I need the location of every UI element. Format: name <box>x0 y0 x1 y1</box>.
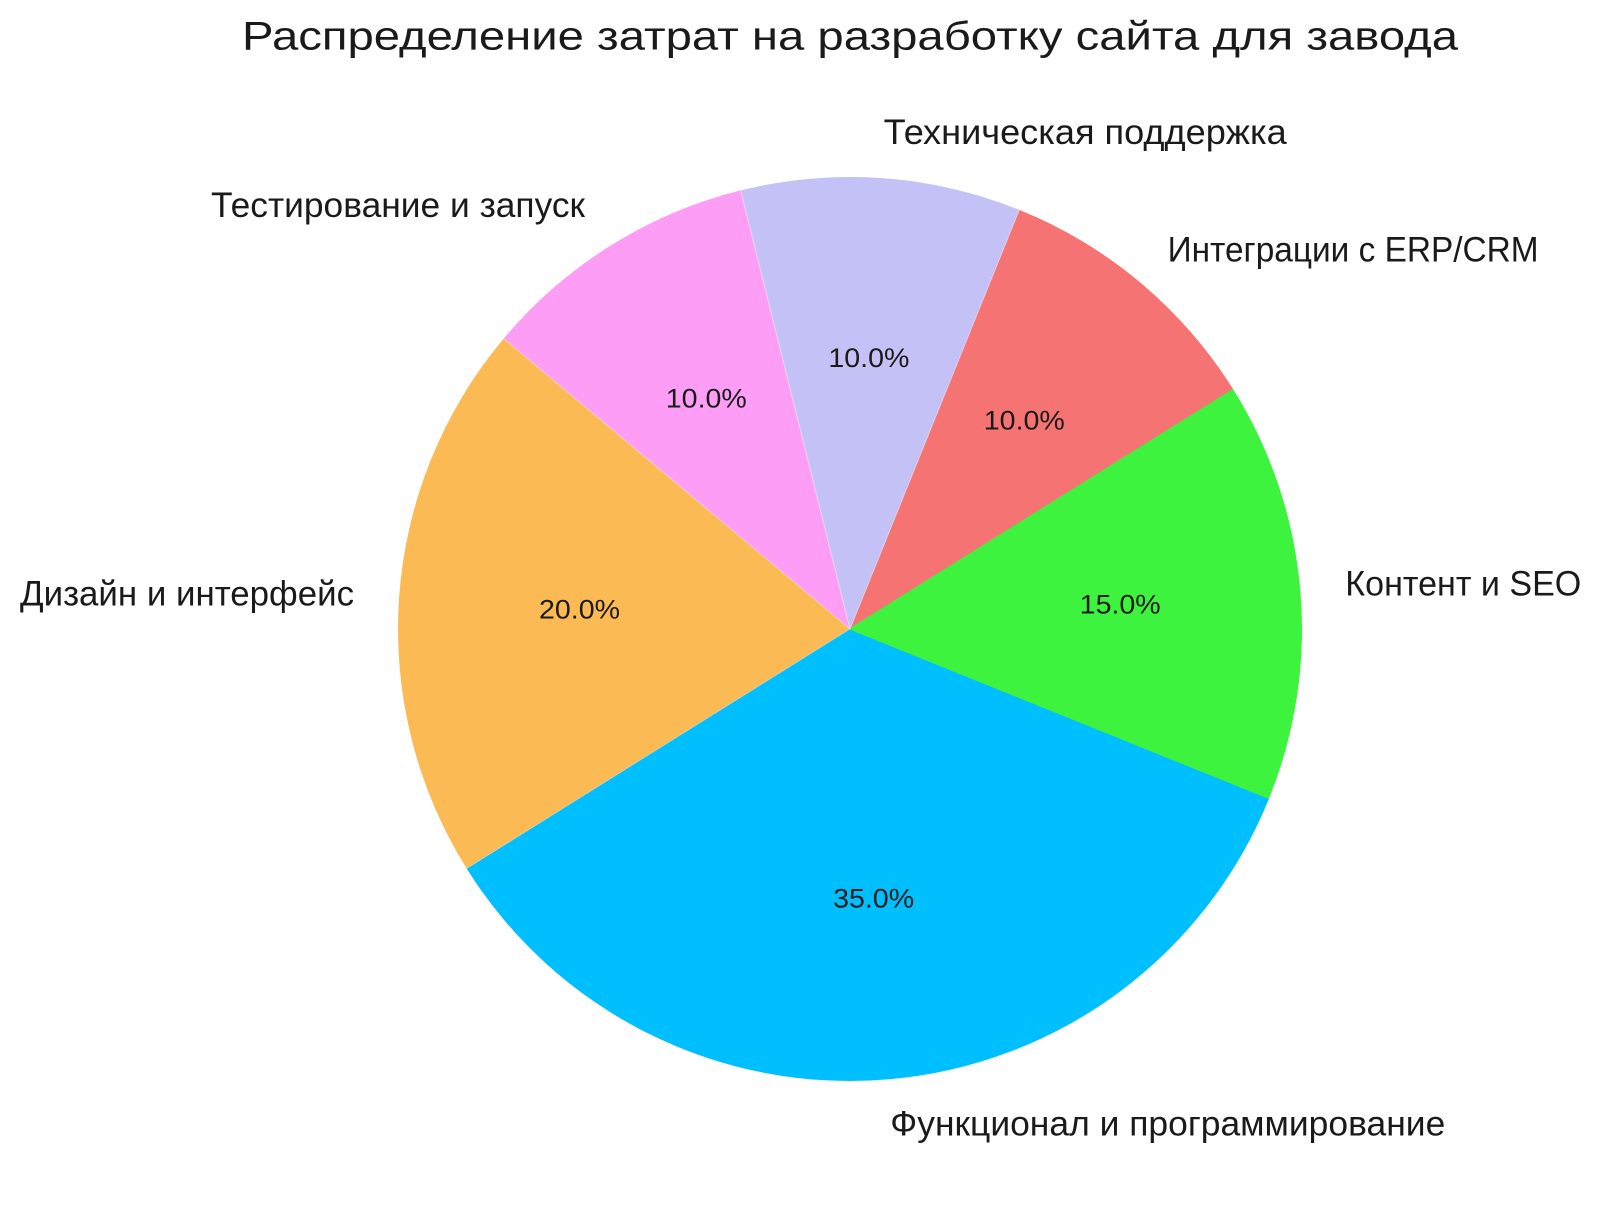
svg-text:Интеграции с ERP/CRM: Интеграции с ERP/CRM <box>1168 230 1539 270</box>
svg-text:35.0%: 35.0% <box>833 884 914 914</box>
svg-text:Тестирование и запуск: Тестирование и запуск <box>211 185 585 225</box>
svg-text:10.0%: 10.0% <box>984 406 1065 436</box>
svg-text:10.0%: 10.0% <box>666 383 747 413</box>
svg-text:10.0%: 10.0% <box>828 343 909 373</box>
svg-text:Дизайн и интерфейс: Дизайн и интерфейс <box>20 573 354 613</box>
svg-text:20.0%: 20.0% <box>539 594 620 624</box>
svg-text:15.0%: 15.0% <box>1080 590 1161 620</box>
svg-text:Распределение затрат на разраб: Распределение затрат на разработку сайта… <box>242 15 1458 59</box>
svg-text:Контент и SEO: Контент и SEO <box>1345 564 1581 604</box>
svg-text:Функционал и программирование: Функционал и программирование <box>890 1103 1445 1143</box>
svg-text:Техническая поддержка: Техническая поддержка <box>884 112 1287 152</box>
